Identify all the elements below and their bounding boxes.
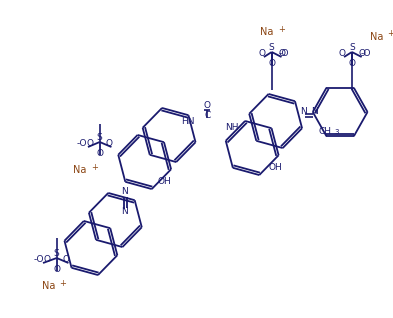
Text: S: S: [269, 44, 275, 52]
Text: +: +: [387, 30, 393, 38]
Text: S: S: [54, 250, 60, 259]
Text: O: O: [339, 50, 345, 59]
Text: Na: Na: [260, 27, 274, 37]
Text: +: +: [92, 162, 98, 171]
Text: N: N: [299, 107, 307, 116]
Text: O: O: [53, 266, 60, 274]
Text: O: O: [106, 140, 113, 149]
Text: Na: Na: [370, 32, 383, 42]
Text: N: N: [121, 208, 127, 217]
Text: +: +: [278, 24, 285, 33]
Text: C: C: [204, 110, 210, 120]
Text: O: O: [358, 50, 365, 59]
Text: OH: OH: [157, 177, 171, 186]
Text: N: N: [311, 107, 318, 116]
Text: -O: -O: [360, 50, 371, 59]
Text: O: O: [86, 140, 94, 149]
Text: -O: -O: [34, 255, 44, 265]
Text: CH: CH: [318, 128, 331, 136]
Text: NH: NH: [225, 123, 239, 133]
Text: Na: Na: [73, 165, 87, 175]
Text: O: O: [43, 255, 50, 265]
Text: O: O: [348, 59, 355, 68]
Text: S: S: [349, 44, 355, 52]
Text: -O: -O: [77, 140, 87, 149]
Text: 3: 3: [334, 129, 338, 135]
Text: +: +: [59, 279, 66, 287]
Text: OH: OH: [269, 163, 283, 172]
Text: O: O: [278, 50, 285, 59]
Text: -O: -O: [278, 50, 289, 59]
Text: N: N: [121, 186, 127, 196]
Text: S: S: [97, 134, 103, 142]
Text: O: O: [63, 255, 70, 265]
Text: O: O: [268, 59, 275, 68]
Text: Na: Na: [42, 281, 55, 291]
Text: O: O: [204, 101, 211, 110]
Text: O: O: [96, 149, 103, 158]
Text: HN: HN: [181, 117, 195, 127]
Text: O: O: [259, 50, 265, 59]
